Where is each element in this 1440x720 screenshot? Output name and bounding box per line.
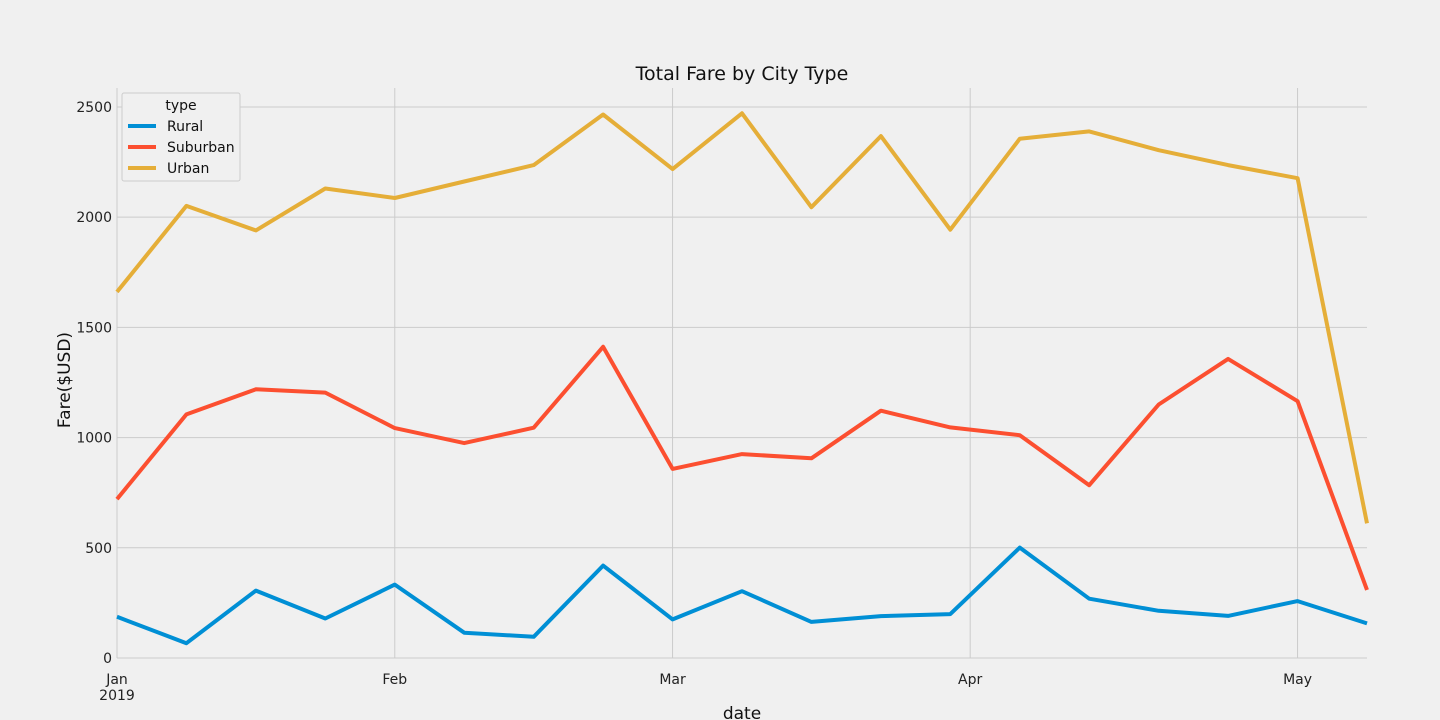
legend-title: type xyxy=(165,98,196,114)
plot-area xyxy=(117,88,1367,658)
legend: type Rural Suburban Urban xyxy=(121,92,241,182)
series-lines xyxy=(115,111,1369,646)
x-tick-label: Feb xyxy=(382,672,407,688)
y-tick-label: 2000 xyxy=(76,210,112,226)
y-tick-label: 1500 xyxy=(76,320,112,336)
x-tick-sublabel: 2019 xyxy=(99,688,135,704)
series-line-rural xyxy=(116,545,1368,646)
x-axis-label: date xyxy=(723,704,761,720)
y-tick-label: 0 xyxy=(103,651,112,667)
legend-label-rural: Rural xyxy=(167,119,203,135)
y-tick-label: 1000 xyxy=(76,431,112,447)
y-axis-label: Fare($USD) xyxy=(55,332,75,428)
legend-label-suburban: Suburban xyxy=(167,140,235,156)
series-line-urban xyxy=(115,111,1369,524)
x-tick-label: Apr xyxy=(958,672,982,688)
chart-title: Total Fare by City Type xyxy=(635,63,849,85)
y-tick-label: 500 xyxy=(85,541,112,557)
legend-label-urban: Urban xyxy=(167,161,209,177)
x-tick-label: Mar xyxy=(659,672,686,688)
x-tick-label: Jan xyxy=(105,672,128,688)
series-line-suburban xyxy=(115,344,1369,591)
y-axis: 0 500 1000 1500 2000 2500 xyxy=(76,100,112,667)
y-tick-label: 2500 xyxy=(76,100,112,116)
legend-box xyxy=(121,92,241,182)
x-tick-label: May xyxy=(1283,672,1312,688)
